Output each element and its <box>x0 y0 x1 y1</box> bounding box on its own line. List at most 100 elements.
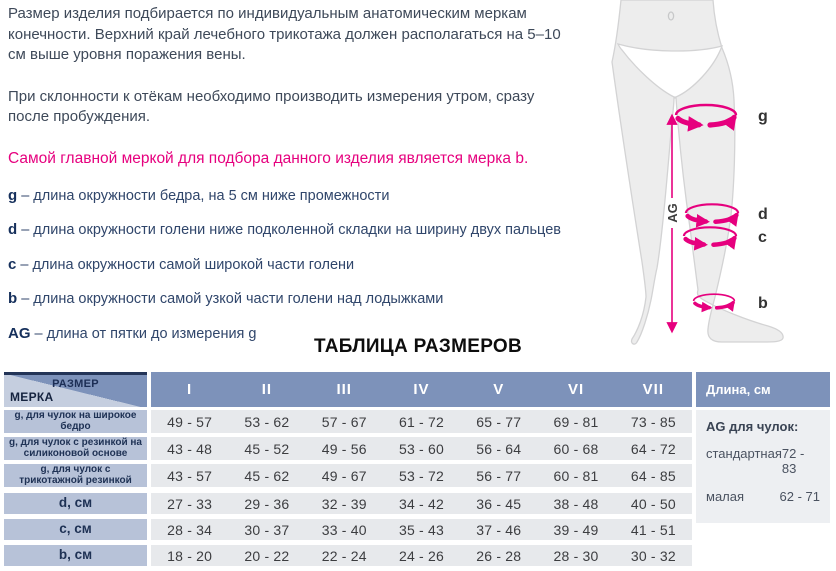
table-cell: 56 - 77 <box>476 467 522 484</box>
size-table: РАЗМЕР МЕРКА I II III IV V VI VII g, для… <box>4 372 692 571</box>
table-cell: 27 - 33 <box>167 495 213 512</box>
row-label: g, для чулок с резинкой на силиконовой о… <box>4 437 147 460</box>
corner-measure-label: МЕРКА <box>10 390 54 404</box>
table-cell: 18 - 20 <box>167 547 213 564</box>
table-cell: 20 - 22 <box>244 547 290 564</box>
table-cell: 28 - 34 <box>167 521 213 538</box>
table-row: g, для чулок на широкое бедро 49 - 57 53… <box>4 410 692 433</box>
table-cell: 49 - 56 <box>321 440 367 457</box>
length-panel-subtitle: AG для чулок: <box>706 419 799 434</box>
row-label: d, см <box>4 493 147 514</box>
table-cell: 37 - 46 <box>476 521 522 538</box>
table-row: c, см 28 - 34 30 - 37 33 - 40 35 - 43 37… <box>4 519 692 540</box>
length-option-name: малая <box>706 489 745 504</box>
table-cell: 49 - 67 <box>321 467 367 484</box>
table-cell: 35 - 43 <box>398 521 444 538</box>
table-header-row: РАЗМЕР МЕРКА I II III IV V VI VII <box>4 372 692 407</box>
legend-letter: AG <box>8 324 31 342</box>
table-cell: 56 - 64 <box>476 440 522 457</box>
legend-desc: – длина окружности самой широкой части г… <box>20 256 355 273</box>
length-panel-body: AG для чулок: стандартная 72 - 83 малая … <box>696 410 830 523</box>
table-cell: 34 - 42 <box>398 495 444 512</box>
table-cell: 61 - 72 <box>398 413 444 430</box>
legend-desc: – длина окружности бедра, на 5 см ниже п… <box>21 187 390 204</box>
table-cell: 53 - 72 <box>398 467 444 484</box>
column-header-1: I <box>187 381 193 398</box>
row-values: 18 - 20 20 - 22 22 - 24 24 - 26 26 - 28 … <box>151 545 692 566</box>
table-cell: 49 - 57 <box>167 413 213 430</box>
length-option-standard: стандартная 72 - 83 <box>706 446 820 476</box>
table-cell: 41 - 51 <box>630 521 676 538</box>
row-label: g, для чулок на широкое бедро <box>4 410 147 433</box>
table-cell: 45 - 62 <box>244 467 290 484</box>
table-cell: 38 - 48 <box>553 495 599 512</box>
table-cell: 64 - 72 <box>630 440 676 457</box>
row-values: 49 - 57 53 - 62 57 - 67 61 - 72 65 - 77 … <box>151 410 692 433</box>
row-label: c, см <box>4 519 147 540</box>
navel-icon <box>667 11 675 21</box>
column-header-4: IV <box>413 381 430 398</box>
intro-paragraph-1: Размер изделия подбирается по индивидуал… <box>8 5 561 63</box>
table-cell: 43 - 48 <box>167 440 213 457</box>
legend-item-b: b – длина окружности самой узкой части г… <box>8 289 630 309</box>
intro-block: Размер изделия подбирается по индивидуал… <box>8 4 630 358</box>
length-option-name: стандартная <box>706 446 782 461</box>
table-cell: 57 - 67 <box>321 413 367 430</box>
table-cell: 60 - 68 <box>553 440 599 457</box>
row-values: 27 - 33 29 - 36 32 - 39 34 - 42 36 - 45 … <box>151 493 692 514</box>
leg-measurement-diagram: AG g d c b <box>611 0 784 345</box>
table-cell: 73 - 85 <box>630 413 676 430</box>
measurement-legend: g – длина окружности бедра, на 5 см ниже… <box>8 186 630 344</box>
table-row: d, см 27 - 33 29 - 36 32 - 39 34 - 42 36… <box>4 493 692 514</box>
d-label: d <box>758 206 768 223</box>
column-headers: I II III IV V VI VII <box>151 372 692 407</box>
column-header-5: V <box>493 381 505 398</box>
table-cell: 65 - 77 <box>476 413 522 430</box>
legend-letter: c <box>8 255 17 273</box>
legend-desc: – длина окружности голени ниже подколенн… <box>21 222 561 238</box>
length-option-small: малая 62 - 71 <box>706 489 820 504</box>
legend-item-ag: AG – длина от пятки до измерения g <box>8 324 630 344</box>
row-values: 28 - 34 30 - 37 33 - 40 35 - 43 37 - 46 … <box>151 519 692 540</box>
table-cell: 30 - 32 <box>630 547 676 564</box>
table-cell: 24 - 26 <box>398 547 444 564</box>
legend-item-d: d – длина окружности голени ниже подколе… <box>8 220 630 240</box>
row-values: 43 - 48 45 - 52 49 - 56 53 - 60 56 - 64 … <box>151 437 692 460</box>
table-cell: 45 - 52 <box>244 440 290 457</box>
table-row: b, см 18 - 20 20 - 22 22 - 24 24 - 26 26… <box>4 545 692 566</box>
table-cell: 29 - 36 <box>244 495 290 512</box>
length-panel-header: Длина, см <box>696 372 830 407</box>
table-cell: 36 - 45 <box>476 495 522 512</box>
legend-desc: – длина от пятки до измерения g <box>34 325 257 342</box>
length-option-value: 62 - 71 <box>779 489 820 504</box>
table-row: g, для чулок с резинкой на силиконовой о… <box>4 437 692 460</box>
corner-size-label: РАЗМЕР <box>52 378 99 390</box>
table-corner-cell: РАЗМЕР МЕРКА <box>4 372 147 407</box>
table-cell: 53 - 62 <box>244 413 290 430</box>
row-values: 43 - 57 45 - 62 49 - 67 53 - 72 56 - 77 … <box>151 464 692 487</box>
table-cell: 39 - 49 <box>553 521 599 538</box>
table-cell: 69 - 81 <box>553 413 599 430</box>
length-option-value: 72 - 83 <box>781 446 805 476</box>
legend-letter: g <box>8 186 18 204</box>
column-header-7: VII <box>642 381 664 398</box>
row-label: b, см <box>4 545 147 566</box>
table-cell: 28 - 30 <box>553 547 599 564</box>
legend-letter: b <box>8 290 18 307</box>
g-label: g <box>758 108 768 125</box>
table-cell: 60 - 81 <box>553 467 599 484</box>
column-header-2: II <box>261 381 273 398</box>
row-label: g, для чулок с трикотажной резинкой <box>4 464 147 487</box>
column-header-6: VI <box>567 381 585 398</box>
table-cell: 26 - 28 <box>476 547 522 564</box>
column-header-3: III <box>336 381 352 398</box>
table-cell: 32 - 39 <box>321 495 367 512</box>
b-label: b <box>758 295 768 312</box>
legend-letter: d <box>8 221 18 238</box>
table-cell: 22 - 24 <box>321 547 367 564</box>
table-cell: 64 - 85 <box>630 467 676 484</box>
body-silhouette <box>611 0 784 345</box>
intro-paragraph-2: При склонности к отёкам необходимо произ… <box>8 87 535 126</box>
table-cell: 43 - 57 <box>167 467 213 484</box>
